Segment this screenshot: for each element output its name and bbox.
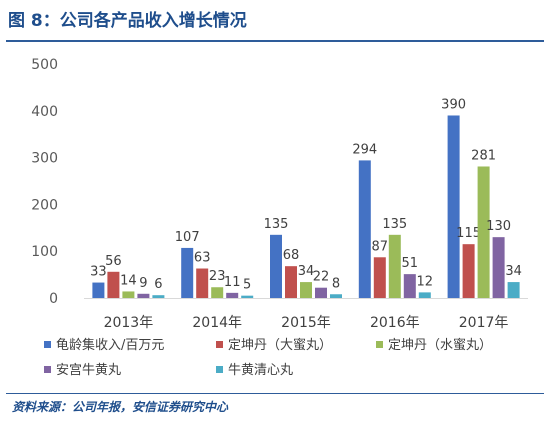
bar	[373, 257, 386, 298]
bar	[122, 291, 135, 298]
bar	[492, 237, 505, 298]
x-tick-label: 2014年	[192, 315, 242, 331]
bar	[181, 247, 194, 298]
data-label: 87	[372, 239, 389, 254]
bar	[418, 292, 431, 298]
data-label: 135	[264, 217, 289, 232]
data-label: 107	[175, 230, 200, 245]
data-label: 5	[243, 278, 251, 293]
bar	[507, 282, 520, 298]
legend-swatch	[216, 366, 223, 373]
data-label: 33	[90, 265, 107, 280]
data-label: 56	[105, 254, 122, 269]
source-note: 资料来源：公司年报，安信证券研究中心	[12, 400, 229, 414]
data-label: 51	[402, 256, 419, 271]
data-label: 6	[154, 277, 162, 292]
data-label: 390	[441, 97, 466, 112]
bar	[285, 266, 297, 298]
bar	[92, 282, 105, 298]
bar	[137, 293, 150, 298]
bar	[315, 287, 327, 298]
legend-swatch	[216, 341, 223, 348]
data-label: 8	[332, 276, 340, 291]
data-label: 14	[120, 273, 137, 288]
bar	[330, 294, 342, 298]
data-label: 11	[224, 275, 241, 290]
figure-title: 图 8：公司各产品收入增长情况	[8, 11, 247, 31]
y-tick-label: 0	[49, 291, 58, 307]
data-label: 63	[194, 251, 211, 266]
bar	[300, 282, 312, 298]
x-tick-label: 2017年	[459, 315, 509, 331]
legend-label: 龟龄集收入/百万元	[56, 337, 164, 353]
bar	[462, 244, 475, 298]
title-divider	[6, 40, 544, 42]
y-tick-label: 100	[31, 244, 58, 260]
data-label: 22	[313, 270, 330, 285]
data-label: 130	[486, 219, 511, 234]
y-tick-label: 300	[31, 151, 58, 167]
x-tick-label: 2016年	[370, 315, 420, 331]
bar	[241, 295, 254, 298]
y-tick-label: 400	[31, 104, 58, 120]
bar	[107, 271, 120, 298]
x-tick-label: 2015年	[281, 315, 331, 331]
source-divider	[6, 393, 544, 394]
bar	[196, 268, 209, 298]
bar	[477, 166, 490, 298]
legend-label: 安宫牛黄丸	[56, 363, 121, 378]
data-label: 34	[505, 264, 522, 279]
legend-label: 牛黄清心丸	[228, 363, 293, 378]
y-tick-label: 500	[31, 57, 58, 73]
y-tick-label: 200	[31, 197, 58, 213]
data-label: 12	[417, 274, 434, 289]
bar	[358, 160, 371, 298]
bar	[388, 234, 401, 298]
bar	[211, 287, 224, 298]
data-label: 135	[382, 217, 407, 232]
bar	[226, 292, 239, 298]
legend-swatch	[44, 366, 51, 373]
data-label: 9	[139, 276, 147, 291]
data-label: 294	[352, 142, 377, 157]
data-label: 23	[209, 269, 226, 284]
bar	[152, 295, 165, 298]
data-label: 281	[471, 148, 496, 163]
legend-label: 定坤丹（大蜜丸）	[228, 338, 332, 353]
bar	[403, 274, 416, 298]
legend-swatch	[376, 341, 383, 348]
data-label: 34	[298, 264, 315, 279]
legend-label: 定坤丹（水蜜丸）	[388, 338, 492, 353]
legend-swatch	[44, 341, 51, 348]
bar	[270, 234, 282, 298]
x-tick-label: 2013年	[104, 315, 154, 331]
data-label: 115	[456, 226, 481, 241]
data-label: 68	[283, 248, 300, 263]
bar	[447, 115, 460, 298]
